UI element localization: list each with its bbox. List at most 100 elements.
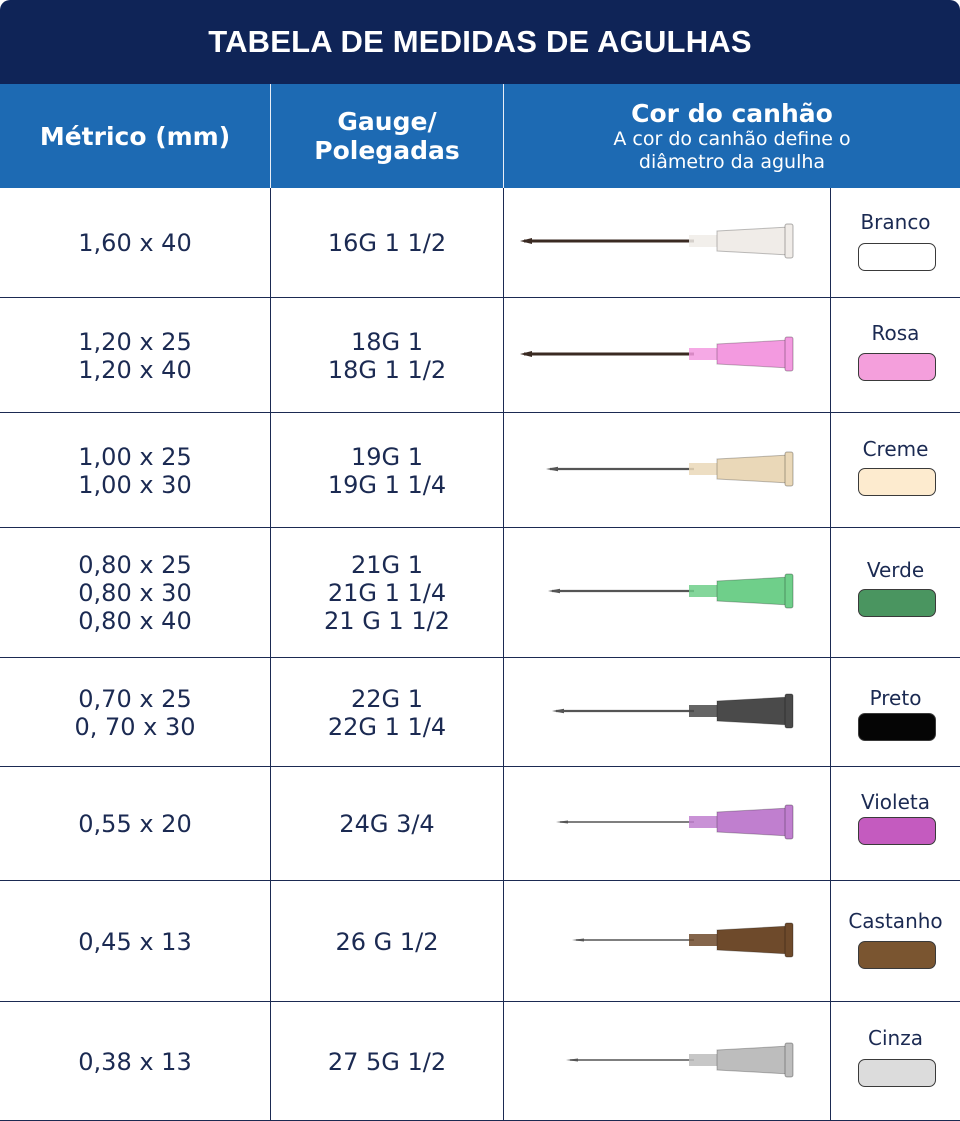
header-divider — [503, 84, 504, 188]
header-gauge-line2: Polegadas — [314, 136, 460, 165]
color-name: Violeta — [861, 790, 930, 814]
needle-hub-neck — [689, 705, 719, 717]
gauge-cell-line: 21G 1 — [350, 551, 424, 579]
color-swatch — [858, 713, 936, 741]
gauge-cell: 16G 1 1/2 — [271, 188, 503, 298]
metric-cell: 0,38 x 13 — [0, 1002, 270, 1121]
gauge-cell-line: 16G 1 1/2 — [327, 229, 447, 257]
header-color-sub2: diâmetro da agulha — [638, 150, 826, 173]
gauge-cell-line: 21G 1 1/4 — [327, 579, 447, 607]
metric-cell-line: 0,80 x 40 — [78, 607, 192, 635]
needle-image — [520, 336, 794, 372]
color-swatch — [858, 589, 936, 617]
gauge-cell-line: 18G 1 — [350, 327, 424, 356]
needle-hub-neck — [689, 348, 719, 360]
gauge-cell-line: 19G 1 — [350, 442, 424, 471]
metric-cell-line: 0,45 x 13 — [78, 927, 192, 956]
needle-hub-neck — [689, 235, 719, 247]
gauge-cell: 27 5G 1/2 — [271, 1002, 503, 1121]
color-swatch — [858, 817, 936, 845]
needle-tip — [572, 938, 584, 942]
metric-cell-line: 0,80 x 30 — [78, 579, 192, 607]
metric-cell: 1,60 x 40 — [0, 188, 270, 298]
metric-cell-line: 1,20 x 40 — [78, 355, 192, 384]
table-row: 1,20 x 25 1,20 x 40 18G 1 18G 1 1/2 Rosa — [0, 298, 960, 413]
needle-tip — [552, 708, 564, 714]
metric-cell-line: 0,55 x 20 — [78, 810, 192, 838]
color-swatch — [858, 468, 936, 496]
color-name: Rosa — [871, 321, 920, 345]
metric-cell-line: 1,20 x 25 — [78, 327, 192, 356]
needle-tip — [520, 238, 532, 244]
gauge-cell-line: 26 G 1/2 — [335, 927, 439, 956]
color-name: Verde — [866, 558, 925, 582]
needle-hub-rim — [784, 336, 794, 372]
column-divider — [503, 188, 504, 1121]
needle-hub-neck — [689, 816, 719, 828]
needle-tip — [548, 588, 560, 594]
table-row: 0,55 x 20 24G 3/4 Violeta — [0, 767, 960, 881]
table-row: 0,80 x 25 0,80 x 30 0,80 x 40 21G 1 21G 1 1/… — [0, 528, 960, 658]
needle-image — [520, 223, 794, 259]
gauge-cell-line: 18G 1 1/2 — [327, 355, 447, 384]
header-metric: Métrico (mm) — [0, 84, 270, 188]
header-divider — [270, 84, 271, 188]
needle-hub-body — [716, 1045, 790, 1075]
column-divider — [270, 188, 271, 1121]
header-metric-label: Métrico (mm) — [39, 121, 231, 151]
color-name: Cinza — [868, 1026, 923, 1050]
needle-tip — [556, 820, 568, 824]
color-swatch — [858, 1059, 936, 1087]
needle-image — [548, 573, 794, 609]
metric-cell-line: 0,70 x 25 — [78, 684, 192, 713]
gauge-cell-line: 19G 1 1/4 — [327, 470, 447, 499]
gauge-cell-line: 22G 1 1/4 — [327, 712, 447, 741]
needle-image — [546, 451, 794, 487]
gauge-cell-line: 22G 1 — [350, 684, 424, 713]
metric-cell-line: 0,80 x 25 — [78, 551, 192, 579]
table-row: 0,38 x 13 27 5G 1/2 Cinza — [0, 1002, 960, 1121]
color-name: Preto — [869, 686, 922, 710]
color-swatch — [858, 941, 936, 969]
table-row: 0,70 x 25 0, 70 x 30 22G 1 22G 1 1/4 Preto — [0, 658, 960, 767]
needle-hub-body — [716, 454, 790, 484]
gauge-cell-line: 21 G 1 1/2 — [324, 607, 450, 635]
header-gauge-line1: Gauge/ — [337, 107, 437, 136]
needle-hub-body — [716, 807, 790, 837]
gauge-cell: 22G 1 22G 1 1/4 — [271, 658, 503, 767]
needle-hub-rim — [784, 223, 794, 259]
color-swatch — [858, 353, 936, 381]
metric-cell: 0,80 x 25 0,80 x 30 0,80 x 40 — [0, 528, 270, 658]
gauge-cell-line: 27 5G 1/2 — [327, 1047, 447, 1076]
table-row: 1,60 x 40 16G 1 1/2 Branco — [0, 188, 960, 298]
gauge-cell-line: 24G 3/4 — [339, 810, 435, 838]
needle-hub-rim — [784, 693, 794, 729]
metric-cell-line: 1,00 x 25 — [78, 442, 192, 471]
needle-hub-body — [716, 339, 790, 369]
needle-hub-rim — [784, 451, 794, 487]
needle-image — [556, 804, 794, 840]
header-row: Métrico (mm) Gauge/ Polegadas Cor do can… — [0, 84, 960, 188]
needle-image — [572, 922, 794, 958]
needle-hub-neck — [689, 934, 719, 946]
table-row: 0,45 x 13 26 G 1/2 Castanho — [0, 881, 960, 1002]
gauge-cell: 24G 3/4 — [271, 767, 503, 881]
needle-tip — [546, 466, 558, 472]
metric-cell: 1,20 x 25 1,20 x 40 — [0, 298, 270, 413]
needle-hub-body — [716, 226, 790, 256]
needle-hub-body — [716, 576, 790, 606]
metric-cell-line: 1,00 x 30 — [78, 470, 192, 499]
header-color-title: Cor do canhão — [631, 98, 833, 128]
gauge-cell: 18G 1 18G 1 1/2 — [271, 298, 503, 413]
table-row: 1,00 x 25 1,00 x 30 19G 1 19G 1 1/4 Creme — [0, 413, 960, 528]
metric-cell: 0,70 x 25 0, 70 x 30 — [0, 658, 270, 767]
needle-hub-rim — [784, 804, 794, 840]
gauge-cell: 21G 1 21G 1 1/4 21 G 1 1/2 — [271, 528, 503, 658]
metric-cell: 1,00 x 25 1,00 x 30 — [0, 413, 270, 528]
metric-cell: 0,55 x 20 — [0, 767, 270, 881]
header-gauge: Gauge/ Polegadas — [271, 84, 503, 188]
table-title: TABELA DE MEDIDAS DE AGULHAS — [208, 24, 752, 59]
needle-hub-neck — [689, 585, 719, 597]
needle-image — [552, 693, 794, 729]
needle-hub-neck — [689, 1054, 719, 1066]
